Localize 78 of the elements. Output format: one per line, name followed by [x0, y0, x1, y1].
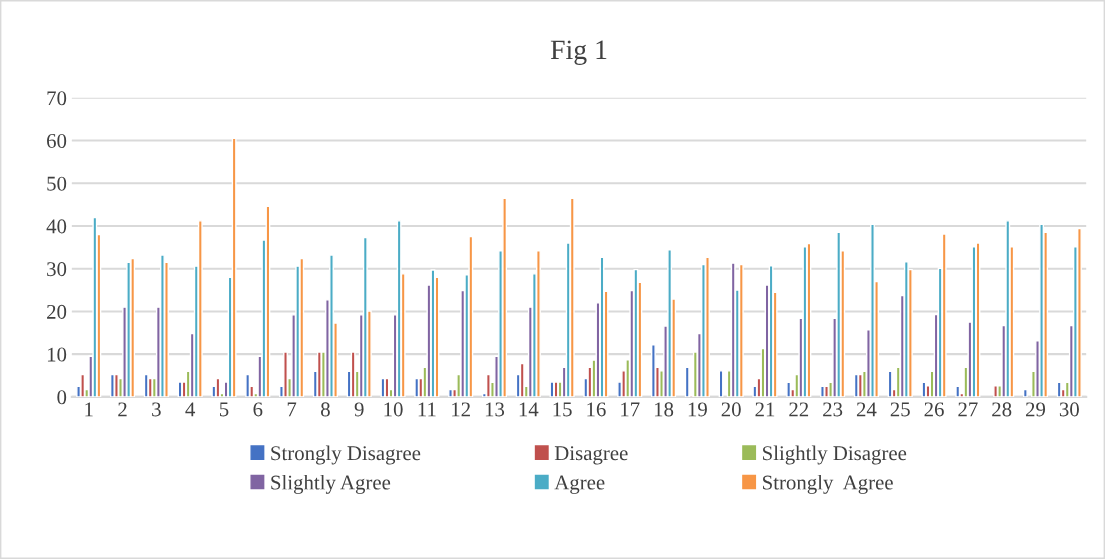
- x-tick-label: 20: [721, 402, 741, 417]
- x-tick-label: 24: [856, 402, 877, 417]
- bar: [485, 373, 491, 397]
- x-tick-label: 18: [654, 402, 674, 417]
- bar: [380, 377, 386, 397]
- y-tick-label: 50: [47, 176, 67, 191]
- x-tick-label: 10: [384, 402, 403, 417]
- legend-label: Strongly Disagree: [271, 445, 421, 465]
- bar: [786, 381, 792, 397]
- bar: [667, 249, 673, 397]
- bar: [1056, 381, 1062, 397]
- x-tick-label: 11: [418, 402, 436, 417]
- bar: [569, 197, 575, 397]
- legend-label: Slightly Agree: [271, 474, 391, 494]
- x-tick-label: 8: [321, 402, 330, 417]
- bar: [1022, 388, 1028, 397]
- x-tick-label: 30: [1059, 402, 1079, 417]
- x-tick-label: 4: [185, 402, 196, 417]
- y-tick-label: 60: [47, 133, 67, 148]
- chart-title: Fig 1: [550, 40, 607, 65]
- x-tick-label: 22: [789, 402, 809, 417]
- x-tick-label: 5: [219, 402, 229, 417]
- bar: [130, 257, 136, 397]
- x-tick-label: 14: [519, 402, 539, 417]
- x-tick-label: 26: [924, 402, 944, 417]
- x-tick-label: 25: [890, 402, 910, 417]
- y-tick-label: 40: [46, 219, 67, 234]
- legend-label: Strongly Agree: [763, 474, 893, 494]
- y-tick-label: 20: [47, 304, 67, 319]
- bar: [468, 235, 474, 397]
- bar: [887, 370, 893, 397]
- y-tick-label: 70: [47, 91, 67, 106]
- bar: [802, 246, 808, 397]
- x-tick-label: 17: [621, 402, 640, 417]
- x-tick-label: 3: [152, 402, 161, 417]
- bar: [705, 256, 710, 397]
- legend-label: Slightly Disagree: [763, 445, 907, 465]
- x-tick-label: 27: [958, 402, 978, 417]
- x-tick-label: 29: [1025, 402, 1046, 417]
- bar: [215, 377, 221, 397]
- x-tick-label: 7: [287, 402, 297, 417]
- bar: [738, 263, 744, 397]
- x-tick-label: 16: [587, 402, 606, 417]
- legend-label: Agree: [554, 475, 605, 494]
- x-tick-label: 23: [823, 402, 843, 417]
- bar: [362, 236, 368, 397]
- bar: [536, 250, 541, 397]
- bar: [870, 223, 875, 397]
- bar: [502, 197, 508, 397]
- bar: [245, 373, 251, 397]
- y-tick-label: 30: [47, 262, 67, 277]
- bar: [231, 137, 237, 397]
- x-tick-label: 13: [485, 402, 505, 417]
- x-tick-label: 1: [85, 402, 93, 417]
- bar: [921, 381, 927, 397]
- x-tick-label: 6: [253, 402, 263, 417]
- x-tick-label: 12: [452, 402, 470, 417]
- x-tick-label: 9: [354, 402, 364, 417]
- bar: [197, 220, 203, 397]
- y-tick-label: 10: [47, 347, 67, 362]
- bar: [329, 254, 334, 397]
- x-tick-label: 2: [118, 402, 127, 417]
- x-tick-label: 15: [553, 402, 572, 417]
- bar: [519, 362, 525, 397]
- y-tick-label: 0: [57, 390, 67, 405]
- bar: [350, 351, 356, 397]
- legend-label: Disagree: [554, 446, 628, 465]
- bar: [955, 385, 961, 397]
- bar: [684, 366, 690, 397]
- x-tick-label: 19: [688, 402, 707, 417]
- x-tick-label: 28: [992, 402, 1012, 417]
- bar: [80, 373, 86, 397]
- bar: [299, 257, 305, 397]
- bar: [283, 351, 288, 397]
- bar: [650, 344, 656, 397]
- bar: [1077, 227, 1082, 397]
- bar: [941, 233, 947, 397]
- x-tick-label: 21: [755, 402, 775, 417]
